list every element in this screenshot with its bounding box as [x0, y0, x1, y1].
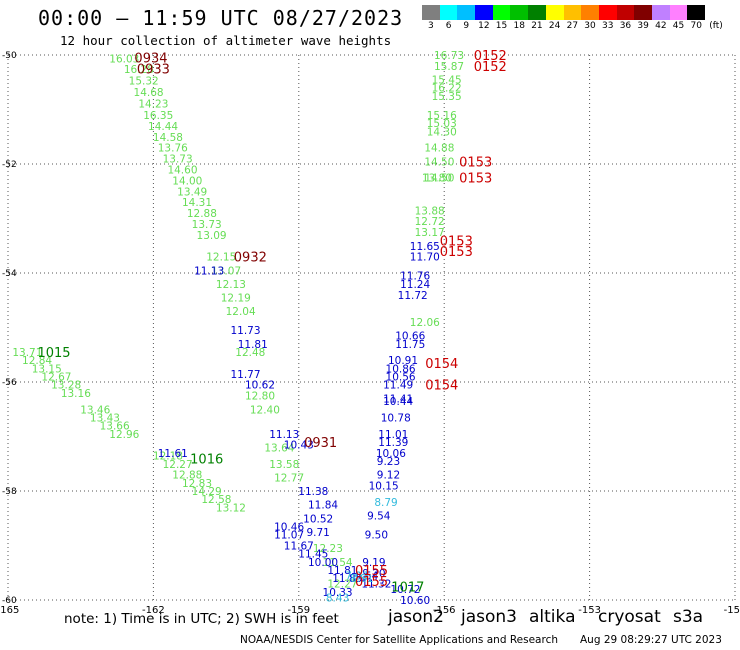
wave-height-value: 8.43: [326, 592, 349, 604]
wave-height-value: 13.80: [422, 173, 452, 185]
wave-height-value: 9.50: [365, 530, 388, 542]
wave-height-value: 15.35: [432, 91, 462, 103]
pass-time-label: 1015: [37, 346, 70, 361]
wave-height-value: 10.60: [400, 595, 430, 607]
wave-height-value: 9.71: [306, 527, 329, 539]
wave-height-value: 11.84: [308, 500, 338, 512]
legend-jason3: jason3: [461, 607, 517, 627]
wave-height-value: 12.96: [109, 429, 139, 441]
y-tick-label: -56: [2, 378, 17, 388]
pass-time-label: 1016: [190, 452, 223, 467]
wave-height-value: 14.23: [138, 99, 168, 111]
wave-height-value: 10.52: [303, 513, 333, 525]
wave-height-value: 12.40: [250, 404, 280, 416]
x-tick-label: -165: [0, 605, 19, 616]
wave-height-value: 9.23: [377, 456, 400, 468]
wave-height-value: 13.12: [216, 502, 246, 514]
wave-height-value: 12.77: [274, 472, 304, 484]
wave-height-value: 11.73: [230, 325, 260, 337]
pass-time-label: 0154: [425, 357, 458, 372]
data-points: 16.0316.2815.3214.6814.2316.3514.4414.58…: [12, 50, 464, 607]
legend-cryosat: cryosat: [598, 607, 661, 627]
wave-height-value: 11.70: [410, 252, 440, 264]
legend-jason2: jason2: [388, 607, 444, 627]
pass-time-label: 0154: [425, 379, 458, 394]
pass-time-label: 0153: [459, 172, 492, 187]
wave-height-value: 12.13: [216, 279, 246, 291]
wave-height-value: 10.62: [245, 380, 275, 392]
pass-time-label: 0933: [137, 63, 170, 78]
y-tick-label: -52: [2, 160, 17, 170]
wave-height-value: 8.79: [374, 497, 397, 509]
wave-height-value: 11.81: [238, 339, 268, 351]
wave-height-value: 11.49: [383, 380, 413, 392]
pass-time-label: 1017: [391, 580, 424, 595]
wave-height-value: 14.88: [424, 143, 454, 155]
y-tick-label: -50: [2, 51, 17, 61]
wave-height-value: 12.15: [206, 252, 236, 264]
pass-time-label: 0153: [459, 155, 492, 170]
wave-height-value: 13.16: [61, 388, 91, 400]
credit-line: NOAA/NESDIS Center for Satellite Applica…: [240, 634, 558, 646]
wave-height-value: 10.44: [383, 396, 413, 408]
pass-time-label: 0153: [440, 245, 473, 260]
wave-height-value: 9.54: [367, 511, 391, 523]
y-tick-label: -54: [2, 269, 17, 279]
generation-timestamp: Aug 29 08:29:27 UTC 2023: [580, 634, 722, 646]
wave-height-value: 11.75: [395, 339, 425, 351]
wave-height-value: 14.50: [424, 156, 454, 168]
pass-time-label: 0931: [304, 436, 337, 451]
wave-height-value: 14.68: [134, 87, 164, 99]
pass-time-label: 0932: [234, 251, 267, 266]
wave-height-value: 12.06: [410, 317, 440, 329]
pass-time-label: 0152: [474, 60, 507, 75]
wave-height-value: 14.30: [427, 126, 457, 138]
footnote: note: 1) Time is in UTC; 2) SWH is in fe…: [64, 611, 339, 627]
y-tick-label: -58: [2, 487, 17, 497]
wave-height-value: 11.72: [398, 290, 428, 302]
legend-altika: altika: [529, 607, 576, 627]
wave-height-value: 15.87: [434, 61, 464, 73]
wave-height-value: 12.04: [226, 306, 256, 318]
wave-height-value: 10.78: [381, 412, 411, 424]
wave-height-value: 11.13: [194, 265, 224, 277]
wave-height-value: 13.58: [269, 459, 299, 471]
y-tick-label: -60: [2, 596, 17, 606]
wave-height-value: 13.09: [197, 230, 227, 242]
x-tick-label: -150: [724, 605, 740, 616]
wave-height-value: 11.61: [158, 448, 188, 460]
wave-height-value: 12.19: [221, 293, 251, 305]
pass-time-label: 0155: [355, 575, 388, 590]
wave-height-value: 12.80: [245, 391, 275, 403]
wave-height-value: 11.38: [298, 486, 328, 498]
legend-s3a: s3a: [673, 607, 703, 627]
wave-height-value: 10.15: [369, 481, 399, 493]
